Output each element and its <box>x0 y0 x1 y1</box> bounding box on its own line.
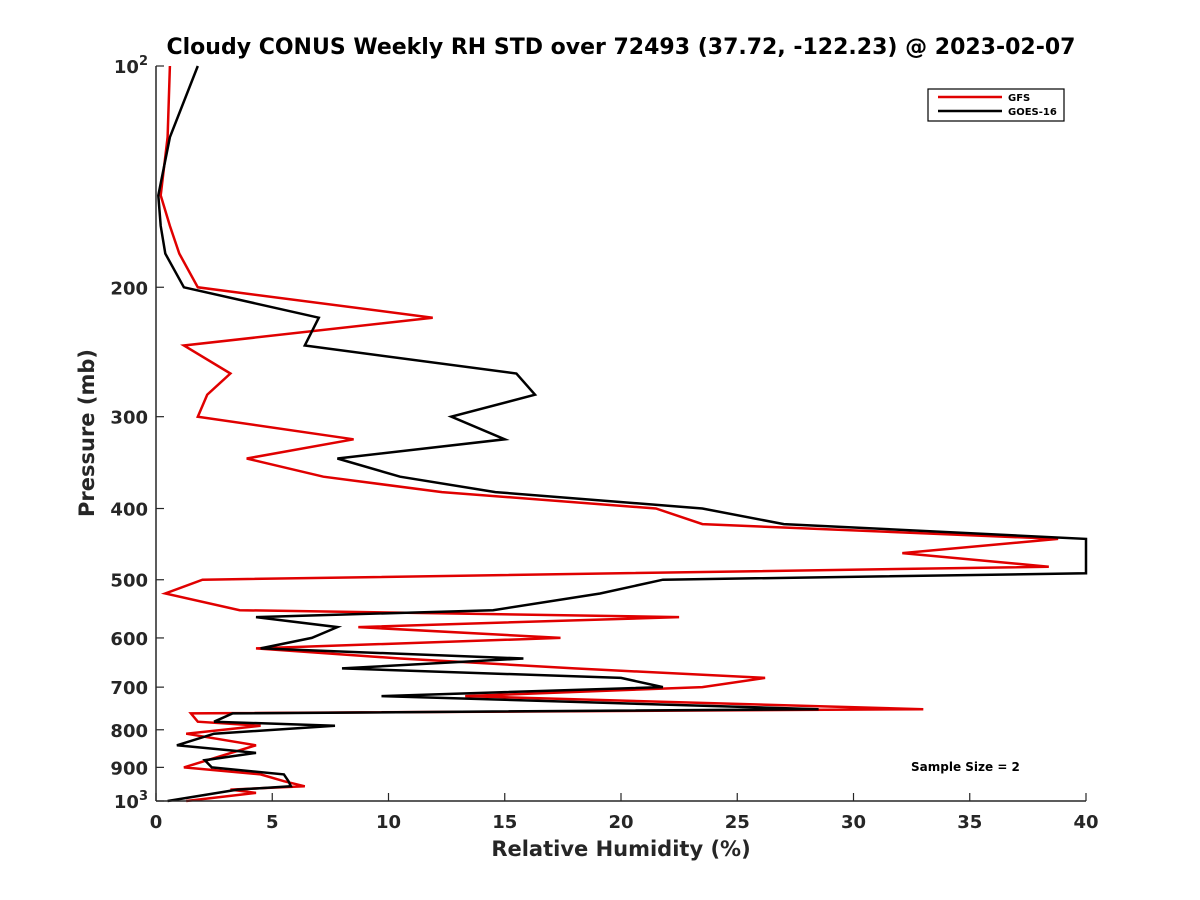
y-tick-label: 300 <box>110 408 148 429</box>
y-axis-label: Pressure (mb) <box>75 349 99 517</box>
y-tick-label: 103 <box>114 789 148 813</box>
x-tick-label: 5 <box>266 812 279 833</box>
sample-size-annotation: Sample Size = 2 <box>911 760 1020 774</box>
series-line-gfs <box>159 65 1059 803</box>
axes: 0 5 10 15 20 25 30 35 40 102 200 300 400 500 600 700 800… <box>110 54 1098 833</box>
y-tick-label: 900 <box>110 758 148 779</box>
legend-box <box>927 88 1065 122</box>
legend: GFS GOES-16 <box>927 88 1065 122</box>
y-tick-label: 700 <box>110 678 148 699</box>
legend-label-gfs: GFS <box>1008 93 1030 104</box>
x-tick-label: 15 <box>492 812 517 833</box>
x-tick-label: 35 <box>957 812 982 833</box>
y-tick-label: 800 <box>110 721 148 742</box>
y-tick-label: 200 <box>110 278 148 299</box>
plot-area <box>157 65 1088 803</box>
y-tick-label: 600 <box>110 629 148 650</box>
y-tick-label: 400 <box>110 500 148 521</box>
x-tick-label: 20 <box>608 812 633 833</box>
x-tick-label: 40 <box>1073 812 1098 833</box>
x-tick-label: 10 <box>376 812 401 833</box>
x-tick-label: 0 <box>150 812 163 833</box>
legend-label-goes16: GOES-16 <box>1008 107 1057 118</box>
y-tick-label: 500 <box>110 571 148 592</box>
chart-title: Cloudy CONUS Weekly RH STD over 72493 (3… <box>167 35 1076 60</box>
x-axis-label: Relative Humidity (%) <box>491 837 750 861</box>
y-tick-label: 102 <box>114 54 148 78</box>
x-tick-label: 30 <box>841 812 866 833</box>
x-tick-label: 25 <box>725 812 750 833</box>
series-line-goes16 <box>157 65 1088 803</box>
